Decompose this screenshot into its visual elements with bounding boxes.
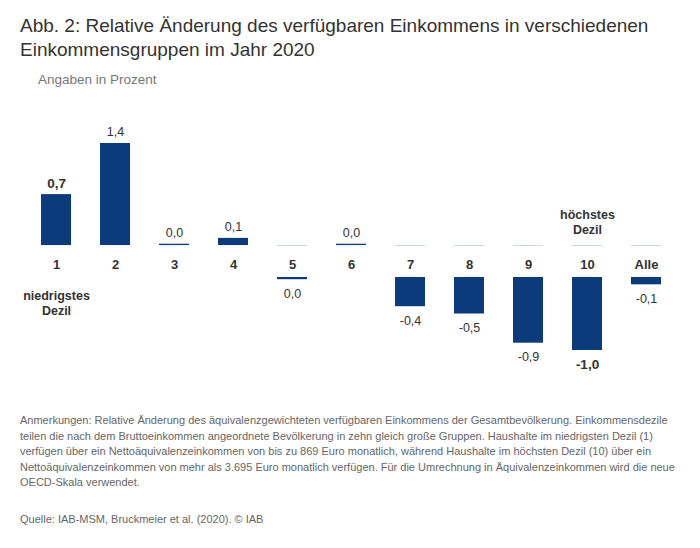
svg-text:0,7: 0,7 (47, 176, 66, 191)
html-text:Abb. 2: Relative Änderung des: Abb. 2: Relative Änderung des verfügbare… (20, 15, 649, 60)
svg-text:0,1: 0,1 (225, 220, 242, 234)
svg-text:-1,0: -1,0 (576, 357, 599, 372)
svg-text:Alle: Alle (635, 257, 659, 272)
svg-text:1,4: 1,4 (107, 125, 124, 139)
svg-text:-0,4: -0,4 (400, 314, 422, 328)
svg-text:0,0: 0,0 (284, 287, 301, 301)
svg-text:0,0: 0,0 (166, 226, 183, 240)
svg-text:niedrigstesDezil: niedrigstesDezil (23, 289, 90, 318)
svg-text:-0,9: -0,9 (518, 350, 540, 364)
svg-text:4: 4 (230, 257, 238, 272)
html-text:Angaben in Prozent: Angaben in Prozent (38, 72, 157, 87)
svg-text:3: 3 (171, 257, 178, 272)
svg-text:0,0: 0,0 (343, 226, 360, 240)
svg-text:höchstesDezil: höchstesDezil (560, 208, 615, 237)
svg-text:8: 8 (466, 257, 473, 272)
svg-text:-0,1: -0,1 (636, 292, 658, 306)
html-text:Anmerkungen: Relative Änderung: Anmerkungen: Relative Änderung des äquiv… (20, 414, 675, 488)
svg-text:1: 1 (53, 257, 60, 272)
svg-text:-0,5: -0,5 (459, 321, 481, 335)
svg-text:2: 2 (112, 257, 119, 272)
svg-text:7: 7 (407, 257, 414, 272)
svg-text:9: 9 (525, 257, 532, 272)
svg-text:5: 5 (289, 257, 296, 272)
svg-text:6: 6 (348, 257, 355, 272)
svg-text:10: 10 (580, 257, 594, 272)
html-text:Quelle: IAB-MSM, Bruckmeier et: Quelle: IAB-MSM, Bruckmeier et al. (2020… (20, 513, 264, 525)
